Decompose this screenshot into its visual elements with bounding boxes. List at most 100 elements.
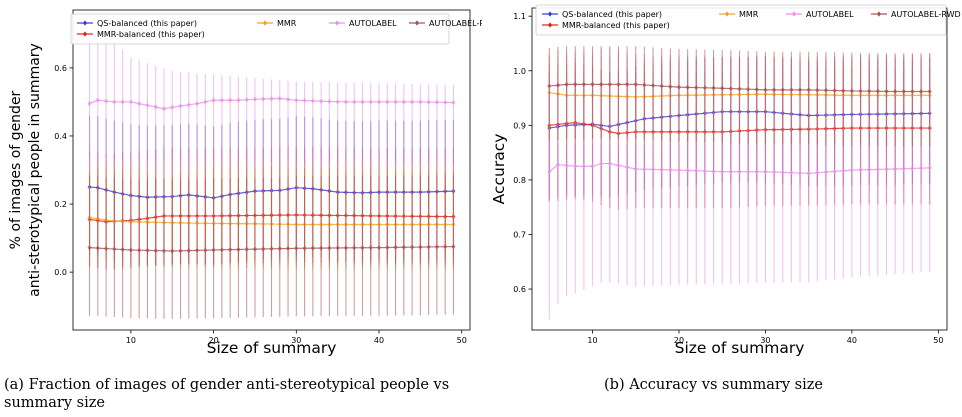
chart-a-data-point — [128, 99, 133, 105]
chart-b-legend-swatch-marker — [547, 11, 553, 17]
chart-a-x-tick-label: 50 — [457, 336, 467, 345]
chart-b-data-point — [625, 81, 630, 88]
chart-a-legend-swatch-marker — [334, 20, 340, 26]
chart-b-x-tick-label: 30 — [760, 336, 770, 345]
chart-a-data-point — [352, 99, 357, 105]
chart-b-data-point — [668, 83, 673, 90]
chart-a-data-point — [319, 245, 324, 251]
chart-b-y-tick-label: 1.1 — [513, 12, 526, 21]
chart-a-data-point — [161, 248, 167, 254]
chart-a-x-tick-label: 10 — [126, 336, 136, 345]
chart-b-legend-swatch-marker — [876, 11, 882, 17]
chart-b-data-point — [763, 169, 768, 175]
chart-a-legend-label: QS-balanced (this paper) — [97, 19, 197, 28]
chart-b-legend-label: AUTOLABEL-RWD — [891, 10, 961, 19]
chart-b-data-point — [720, 85, 725, 91]
chart-b-data-point — [590, 81, 595, 88]
chart-a-data-point — [261, 246, 266, 252]
chart-a-legend-swatch-marker — [414, 20, 420, 26]
chart-a-data-point — [95, 245, 100, 251]
chart-a-data-point — [112, 246, 117, 252]
chart-b-legend-box — [535, 4, 947, 36]
chart-b-data-point — [573, 81, 578, 88]
chart-b-data-point — [650, 82, 656, 89]
chart-b-data-point — [633, 166, 638, 172]
chart-b-data-point — [581, 163, 586, 169]
chart-b-data-point — [711, 168, 716, 175]
chart-b-data-point — [650, 166, 656, 173]
chart-b-data-point — [720, 169, 725, 175]
chart-a-data-point — [203, 247, 208, 253]
chart-b-data-point — [832, 87, 837, 94]
chart-b-data-point — [772, 87, 777, 93]
chart-b-legend-label: MMR — [739, 10, 759, 19]
chart-b-legend-label: MMR-balanced (this paper) — [562, 21, 670, 30]
chart-a-data-point — [153, 104, 158, 110]
chart-b-legend-label: AUTOLABEL — [806, 10, 854, 19]
chart-b-data-point — [737, 169, 742, 175]
chart-b-data-point — [867, 88, 872, 94]
chart-b-data-point — [711, 85, 716, 91]
chart-a-data-point — [393, 244, 398, 250]
chart-b-data-point — [547, 83, 552, 89]
chart-a-legend-label: AUTOLABEL — [349, 19, 397, 28]
chart-a-data-point — [194, 247, 200, 254]
chart-b-x-tick-label: 50 — [933, 336, 943, 345]
chart-b-legend-swatch-marker — [724, 11, 730, 17]
chart-a-data-point — [145, 247, 150, 254]
chart-a-data-point — [335, 99, 340, 105]
chart-b-data-point — [806, 170, 811, 176]
chart-b-data-point — [728, 85, 733, 92]
chart-b-data-point — [702, 85, 707, 91]
chart-b-data-point — [581, 81, 586, 88]
chart-b-legend-label: QS-balanced (this paper) — [562, 10, 662, 19]
chart-a-data-point — [418, 99, 423, 105]
chart-b-data-point — [625, 164, 630, 170]
chart-b-data-point — [746, 169, 751, 175]
chart-b-data-point — [858, 167, 863, 173]
chart-b-x-tick-label: 10 — [587, 336, 597, 345]
chart-b-data-point — [668, 167, 673, 173]
chart-a-legend-swatch-marker — [82, 31, 88, 37]
chart-a-plot-frame — [72, 9, 471, 331]
chart-b-y-axis-label: Accuracy — [490, 134, 508, 205]
chart-a-data-point — [360, 99, 365, 105]
chart-a-data-point — [137, 101, 142, 107]
chart-b-data-point — [867, 167, 872, 173]
chart-a-legend-label: MMR-balanced (this paper) — [97, 30, 205, 39]
chart-b-data-point — [746, 86, 751, 92]
chart-a-data-point — [335, 245, 340, 251]
chart-b-data-point — [607, 160, 612, 167]
chart-a-y-tick-label: 0.2 — [54, 200, 67, 209]
chart-a-data-point — [120, 246, 125, 253]
chart-b: 10 20 30 40 50 0.6 0.7 0.8 0.9 1.0 1.1 Size of summ… — [490, 4, 961, 357]
chart-a-data-point — [236, 246, 241, 253]
chart-a-x-tick-label: 30 — [291, 336, 301, 345]
chart-b-data-point — [694, 84, 699, 91]
chart-a-data-point — [401, 99, 406, 105]
chart-a-data-point — [376, 99, 382, 105]
chart-a-y-tick-label: 0.6 — [54, 64, 67, 73]
chart-b-data-point — [564, 162, 569, 169]
chart-b-data-point — [841, 168, 846, 174]
chart-a-legend-label: MMR — [277, 19, 297, 28]
chart-a-data-point — [302, 97, 307, 104]
chart-a-x-axis-label: Size of summary — [207, 339, 337, 357]
chart-a-data-point — [170, 248, 175, 254]
chart-b-data-point — [875, 88, 880, 94]
chart-a-data-point — [178, 103, 183, 109]
chart-b-data-point — [763, 87, 768, 93]
chart-a-legend-label: AUTOLABEL-RWD — [429, 19, 482, 28]
chart-a: 10 20 30 40 50 0.0 0.2 0.4 0.6 Size of summary % o… — [8, 9, 482, 357]
chart-b-data-point — [616, 81, 621, 88]
chart-a-x-tick-label: 20 — [209, 336, 219, 345]
chart-b-data-point — [884, 166, 889, 172]
chart-b-data-point — [685, 167, 690, 174]
chart-a-data-point — [285, 96, 291, 102]
chart-a-data-point — [186, 248, 191, 254]
chart-a-data-point — [112, 99, 117, 105]
chart-a-data-point — [87, 245, 92, 251]
chart-b-data-point — [754, 169, 759, 175]
chart-b-y-tick-label: 1.0 — [513, 67, 526, 76]
chart-b-data-point — [676, 167, 682, 173]
